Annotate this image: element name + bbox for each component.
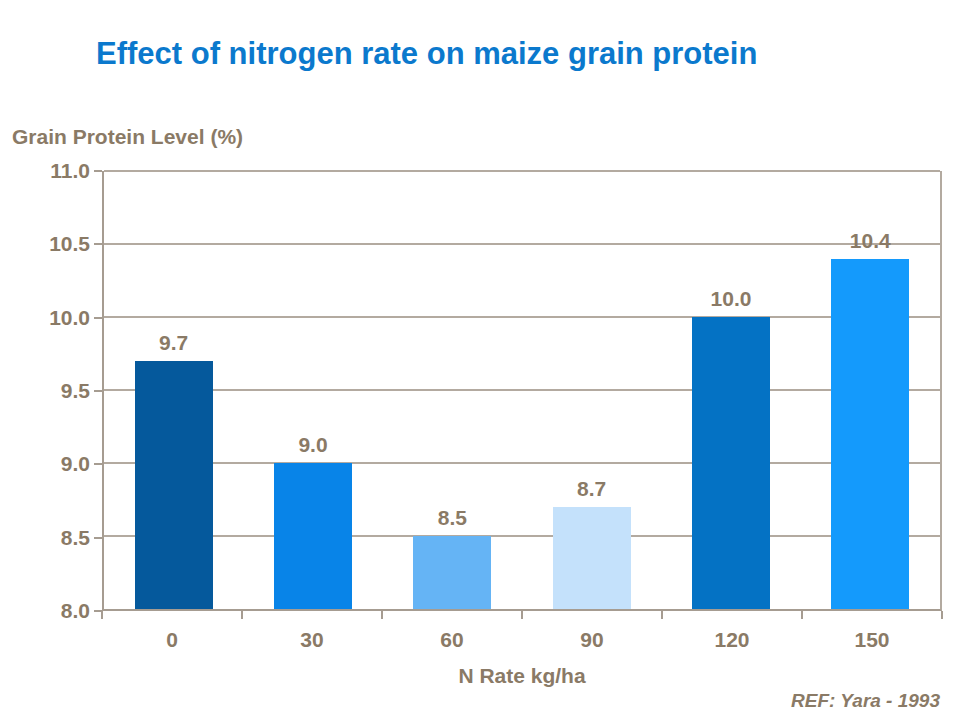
y-axis-tick-label: 9.5	[0, 379, 90, 403]
y-axis-tick-label: 8.5	[0, 526, 90, 550]
bars-container: 9.7 9.0 8.58.7 10.0 10.4	[104, 171, 940, 609]
y-axis-tick-mark	[94, 463, 102, 465]
x-axis-tick-mark	[241, 611, 243, 619]
y-axis-tick-label: 11.0	[0, 159, 90, 183]
bar-value-label: 10.0	[661, 287, 800, 311]
slide: Effect of nitrogen rate on maize grain p…	[0, 0, 960, 720]
y-axis-tick-labels: 11.010.510.09.59.08.58.0	[0, 171, 90, 611]
y-axis-tick-label: 8.0	[0, 599, 90, 623]
chart-title: Effect of nitrogen rate on maize grain p…	[96, 36, 757, 72]
x-axis-tick-mark	[521, 611, 523, 619]
bar-cell: 10.4	[801, 171, 940, 609]
bar	[274, 463, 352, 609]
x-axis-tick-labels: 0306090120150	[102, 628, 942, 652]
bar	[413, 536, 491, 609]
bar-cell: 9.7	[104, 171, 243, 609]
bar-value-label: 8.7	[522, 477, 661, 501]
plot-area: 9.7 9.0 8.58.7 10.0 10.4	[102, 171, 942, 611]
x-axis-tick-label: 150	[802, 628, 942, 652]
bar	[692, 317, 770, 609]
y-axis-tick-mark	[94, 170, 102, 172]
bar	[831, 259, 909, 609]
x-axis-tick-mark	[941, 611, 943, 619]
bar	[553, 507, 631, 609]
x-axis-tick-label: 0	[102, 628, 242, 652]
bar	[135, 361, 213, 609]
bar-value-label: 8.5	[383, 506, 522, 530]
x-axis-tick-mark	[801, 611, 803, 619]
reference-note: REF: Yara - 1993	[791, 690, 940, 712]
x-axis-tick-label: 30	[242, 628, 382, 652]
bar-value-label: 9.7	[104, 331, 243, 355]
bar-value-label: 10.4	[801, 229, 940, 253]
y-axis-tick-mark	[94, 537, 102, 539]
x-axis-tick-mark	[661, 611, 663, 619]
y-axis-tick-label: 9.0	[0, 452, 90, 476]
y-axis-tick-label: 10.0	[0, 306, 90, 330]
x-axis-tick-label: 90	[522, 628, 662, 652]
bar-cell: 9.0	[243, 171, 382, 609]
y-axis-tick-label: 10.5	[0, 232, 90, 256]
bar-cell: 8.7	[522, 171, 661, 609]
x-axis-title: N Rate kg/ha	[102, 664, 942, 688]
x-axis-tick-mark	[101, 611, 103, 619]
x-axis-tick-label: 60	[382, 628, 522, 652]
x-axis-tick-label: 120	[662, 628, 802, 652]
y-axis-tick-mark	[94, 243, 102, 245]
bar-cell: 8.5	[383, 171, 522, 609]
y-axis-tick-mark	[94, 317, 102, 319]
x-axis-tick-mark	[381, 611, 383, 619]
y-axis-tick-mark	[94, 390, 102, 392]
y-axis-title: Grain Protein Level (%)	[12, 125, 243, 149]
bar-value-label: 9.0	[243, 433, 382, 457]
bar-cell: 10.0	[661, 171, 800, 609]
